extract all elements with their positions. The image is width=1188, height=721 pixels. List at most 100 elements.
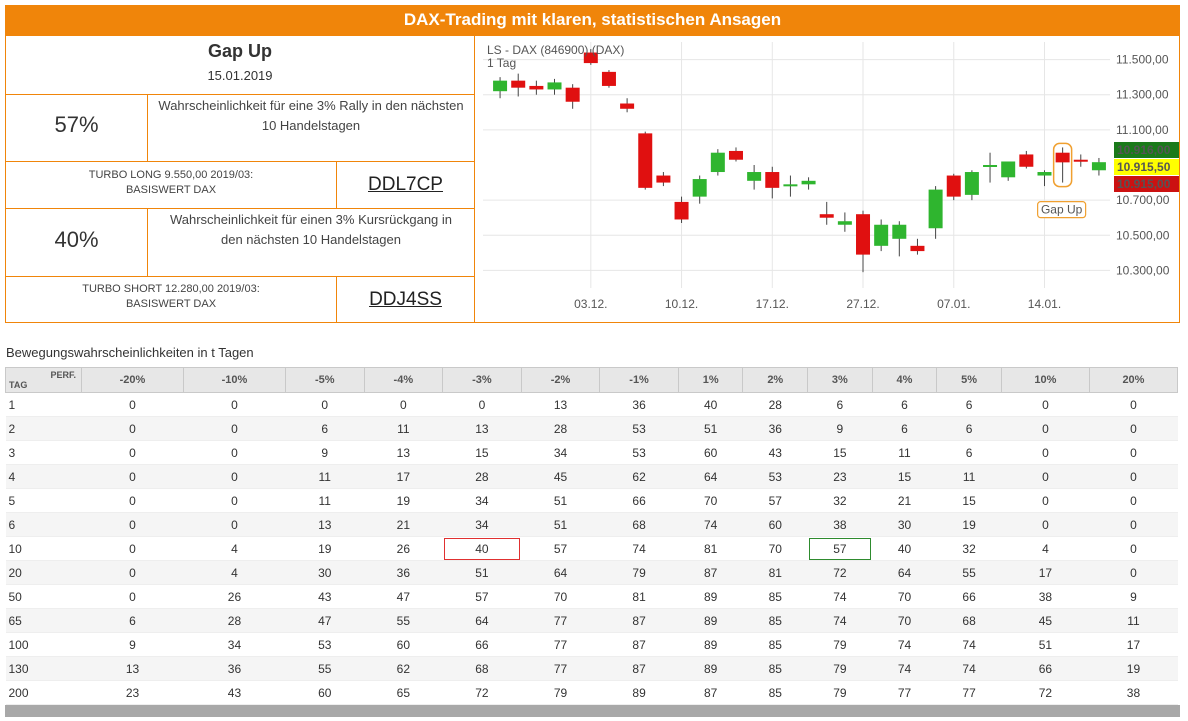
column-header: 20% xyxy=(1088,367,1179,393)
table-header-row: PERF. TAG -20% -10% -5% -4% -3% -2% -1% 1% 2% 3% 4… xyxy=(5,367,1179,393)
table-cell: 64 xyxy=(872,560,937,585)
table-cell: 62 xyxy=(599,464,679,489)
table-cell: 0 xyxy=(1001,488,1090,513)
table-cell: 0 xyxy=(81,536,184,561)
short-product-code-link[interactable]: DDJ4SS xyxy=(369,289,442,310)
highlight-cell-short: 40 xyxy=(442,536,522,561)
table-cell: 0 xyxy=(81,560,184,585)
table-row: 130 13 36 55 62 68 77 87 89 85 79 74 74 66 19 xyxy=(5,656,1178,681)
x-tick-label: 17.12. xyxy=(756,297,789,311)
table-cell: 89 xyxy=(678,584,743,609)
table-cell: 0 xyxy=(183,512,286,537)
long-probability: 57% xyxy=(54,112,99,137)
y-tick-label: 11.500,00 xyxy=(1116,53,1169,67)
table-cell: 6 xyxy=(936,416,1002,441)
table-cell: 57 xyxy=(742,488,808,513)
table-cell: 87 xyxy=(678,680,743,705)
corner-tag-label: TAG xyxy=(9,380,28,390)
candle-body xyxy=(656,175,671,183)
row-tag: 5 xyxy=(5,488,82,513)
candle-body xyxy=(783,184,798,187)
table-cell: 87 xyxy=(678,560,743,585)
table-cell: 74 xyxy=(807,584,873,609)
table-cell: 30 xyxy=(872,512,937,537)
table-cell: 51 xyxy=(442,560,522,585)
table-cell: 38 xyxy=(1089,680,1178,705)
signal-date: 15.01.2019 xyxy=(207,68,273,83)
table-cell: 70 xyxy=(521,584,600,609)
table-cell: 0 xyxy=(1001,512,1090,537)
table-cell: 43 xyxy=(742,440,808,465)
table-cell: 4 xyxy=(1001,536,1090,561)
table-cell: 36 xyxy=(183,656,286,681)
price-label: 10.915,50 xyxy=(1117,160,1171,174)
table-cell: 70 xyxy=(872,584,937,609)
table-cell: 11 xyxy=(872,440,937,465)
table-cell: 23 xyxy=(807,464,873,489)
horizontal-scrollbar[interactable] xyxy=(5,705,1180,717)
candle-body xyxy=(1001,161,1016,178)
table-cell: 66 xyxy=(442,632,522,657)
table-cell: 51 xyxy=(678,416,743,441)
table-row: 6 0 0 13 21 34 51 68 74 60 38 30 19 0 0 xyxy=(5,512,1178,537)
table-cell: 72 xyxy=(442,680,522,705)
table-cell: 0 xyxy=(285,392,365,417)
table-cell: 0 xyxy=(1089,416,1178,441)
candle-body xyxy=(964,172,979,195)
table-cell: 77 xyxy=(521,656,600,681)
table-cell: 57 xyxy=(521,536,600,561)
table-cell: 47 xyxy=(364,584,443,609)
table-cell: 34 xyxy=(521,440,600,465)
table-cell: 15 xyxy=(936,488,1002,513)
table-cell: 11 xyxy=(936,464,1002,489)
table-cell: 9 xyxy=(1089,584,1178,609)
table-cell: 0 xyxy=(442,392,522,417)
table-cell: 0 xyxy=(1089,392,1178,417)
signal-header: Gap Up 15.01.2019 xyxy=(6,36,474,83)
table-cell: 0 xyxy=(183,440,286,465)
table-cell: 81 xyxy=(678,536,743,561)
row-tag: 200 xyxy=(5,680,82,705)
table-cell: 85 xyxy=(742,680,808,705)
long-product-code-link[interactable]: DDL7CP xyxy=(368,174,443,195)
candle-body xyxy=(692,179,707,197)
long-product: TURBO LONG 9.550,00 2019/03: BASISWERT D… xyxy=(88,169,254,196)
candle-body xyxy=(674,201,689,220)
table-cell: 51 xyxy=(1001,632,1090,657)
price-label: 10.915,00 xyxy=(1117,177,1171,191)
candle-body xyxy=(529,85,544,90)
table-cell: 34 xyxy=(183,632,286,657)
table-cell: 79 xyxy=(807,680,873,705)
candle-body xyxy=(1019,154,1034,167)
table-cell: 60 xyxy=(364,632,443,657)
gap-up-marker xyxy=(1052,142,1073,188)
chart-subtitle: 1 Tag xyxy=(487,56,516,70)
table-cell: 74 xyxy=(936,632,1002,657)
table-cell: 74 xyxy=(872,656,937,681)
table-cell: 74 xyxy=(936,656,1002,681)
table-cell: 6 xyxy=(807,392,873,417)
candle-body xyxy=(1037,172,1052,176)
table-cell: 11 xyxy=(364,416,443,441)
short-description: Wahrscheinlichkeit für einen 3% Kursrück… xyxy=(169,212,453,247)
table-cell: 0 xyxy=(1089,488,1178,513)
table-cell: 70 xyxy=(742,536,808,561)
row-tag: 65 xyxy=(5,608,82,633)
row-tag: 20 xyxy=(5,560,82,585)
x-tick-label: 07.01. xyxy=(937,297,970,311)
y-tick-label: 11.300,00 xyxy=(1116,88,1169,102)
candle-body xyxy=(1091,162,1106,171)
table-cell: 79 xyxy=(807,656,873,681)
candle-body xyxy=(856,214,871,255)
column-header: 1% xyxy=(677,367,744,393)
table-caption: Bewegungswahrscheinlichkeiten in t Tagen xyxy=(6,345,254,360)
table-cell: 70 xyxy=(678,488,743,513)
table-cell: 15 xyxy=(807,440,873,465)
row-tag: 4 xyxy=(5,464,82,489)
table-cell: 0 xyxy=(1001,416,1090,441)
table-row: 20 0 4 30 36 51 64 79 87 81 72 64 55 17 0 xyxy=(5,560,1178,585)
long-description: Wahrscheinlichkeit für eine 3% Rally in … xyxy=(158,98,464,133)
table-cell: 0 xyxy=(1089,536,1178,561)
table-cell: 0 xyxy=(364,392,443,417)
y-tick-label: 10.300,00 xyxy=(1116,263,1170,277)
